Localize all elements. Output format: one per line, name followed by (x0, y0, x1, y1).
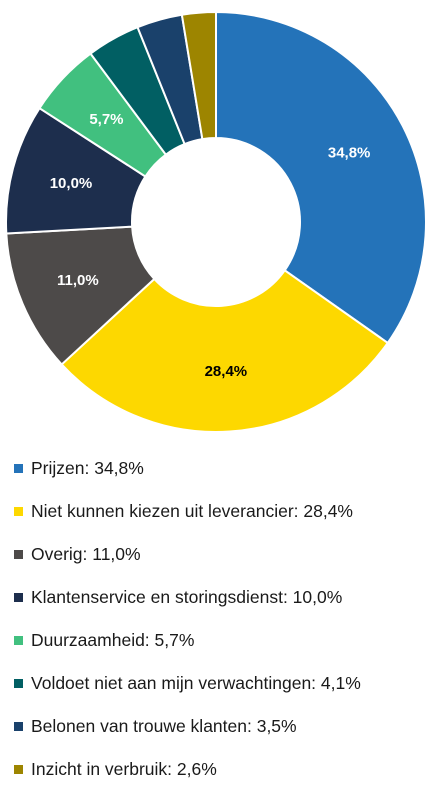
legend-swatch (14, 679, 23, 688)
legend-item-overig: Overig: 11,0% (14, 533, 442, 576)
slice-label-prijzen: 34,8% (328, 144, 371, 161)
slice-prijzen (215, 11, 427, 344)
legend-item-prijzen: Prijzen: 34,8% (14, 447, 442, 490)
legend-label: Prijzen: 34,8% (31, 458, 144, 478)
legend-item-belonen-van-trouwe-klanten: Belonen van trouwe klanten: 3,5% (14, 705, 442, 748)
legend-item-niet-kunnen-kiezen-uit-leverancier: Niet kunnen kiezen uit leverancier: 28,4… (14, 490, 442, 533)
legend-label: Duurzaamheid: 5,7% (31, 630, 195, 650)
legend-label: Niet kunnen kiezen uit leverancier: 28,4… (31, 501, 353, 521)
legend-item-klantenservice-en-storingsdienst: Klantenservice en storingsdienst: 10,0% (14, 576, 442, 619)
legend-label: Belonen van trouwe klanten: 3,5% (31, 716, 297, 736)
legend-item-duurzaamheid: Duurzaamheid: 5,7% (14, 619, 442, 662)
legend-swatch (14, 593, 23, 602)
legend-item-inzicht-in-verbruik: Inzicht in verbruik: 2,6% (14, 748, 442, 791)
slice-niet-kunnen-kiezen-uit-leverancier (60, 269, 389, 433)
legend-label: Overig: 11,0% (31, 544, 141, 564)
slice-label-klantenservice-en-storingsdienst: 10,0% (50, 175, 93, 192)
slice-labels: 34,8% 28,4% 11,0% 10,0% 5,7% (50, 111, 371, 380)
slice-overig (5, 225, 156, 366)
slice-label-overig: 11,0% (57, 272, 99, 289)
donut-slices (5, 11, 427, 433)
donut-chart: 34,8% 28,4% 11,0% 10,0% 5,7% (5, 11, 427, 433)
legend-swatch (14, 464, 23, 473)
legend-swatch (14, 550, 23, 559)
legend-item-voldoet-niet-aan-mijn-verwachtingen: Voldoet niet aan mijn verwachtingen: 4,1… (14, 662, 442, 705)
legend: Prijzen: 34,8% Niet kunnen kiezen uit lev… (14, 447, 442, 791)
slice-label-niet-kunnen-kiezen-uit-leverancier: 28,4% (205, 363, 248, 380)
legend-label: Voldoet niet aan mijn verwachtingen: 4,1… (31, 673, 361, 693)
legend-label: Inzicht in verbruik: 2,6% (31, 759, 217, 779)
slice-inzicht-in-verbruik (180, 11, 217, 141)
legend-swatch (14, 507, 23, 516)
slice-label-duurzaamheid: 5,7% (89, 111, 123, 128)
legend-swatch (14, 636, 23, 645)
legend-swatch (14, 765, 23, 774)
legend-label: Klantenservice en storingsdienst: 10,0% (31, 587, 343, 607)
legend-swatch (14, 722, 23, 731)
